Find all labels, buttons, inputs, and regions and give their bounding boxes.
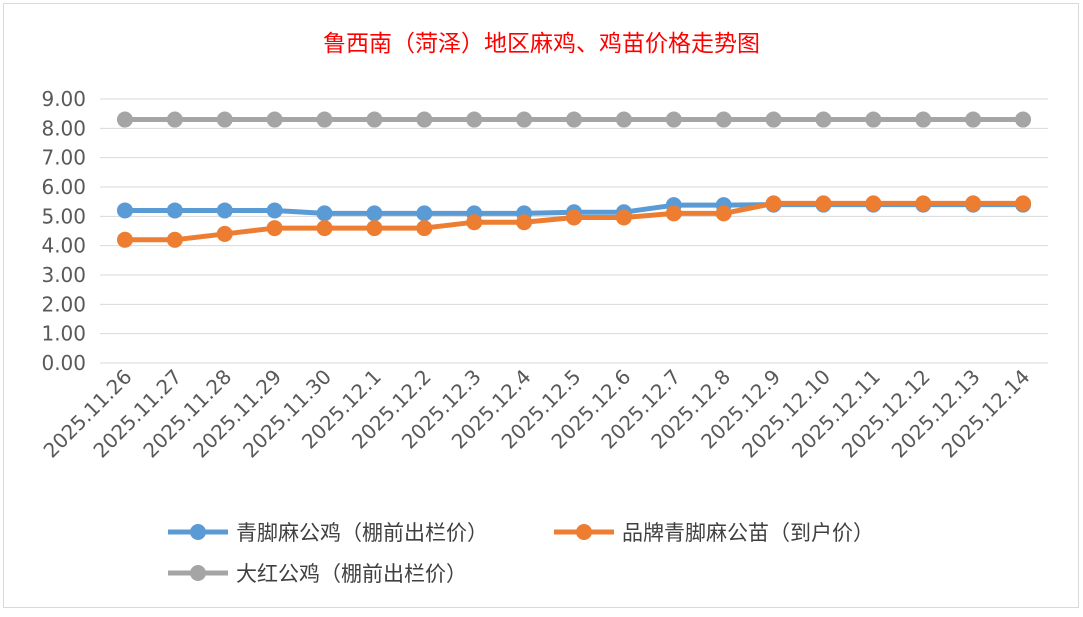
data-point-1 [915,195,932,212]
legend-item-1: 品牌青脚麻公苗（到户价） [552,517,874,547]
data-point-1 [965,195,982,212]
data-point-2 [416,111,433,128]
legend-item-2: 大红公鸡（棚前出栏价） [166,558,467,588]
data-point-1 [865,195,882,212]
data-point-1 [316,220,333,237]
data-point-1 [665,205,682,222]
legend-marker-gray [168,565,228,581]
legend-marker-blue [168,524,228,540]
legend-item-0: 青脚麻公鸡（棚前出栏价） [166,517,488,547]
legend-label: 青脚麻公鸡（棚前出栏价） [236,521,488,545]
data-point-1 [615,209,632,226]
data-point-2 [466,111,483,128]
data-point-1 [266,220,283,237]
data-point-0 [216,202,233,219]
data-point-2 [765,111,782,128]
data-point-1 [416,220,433,237]
data-point-1 [815,195,832,212]
data-point-1 [166,231,183,248]
data-point-2 [566,111,582,128]
data-point-2 [316,111,333,128]
y-tick-label: 1.00 [41,322,86,346]
legend-label: 大红公鸡（棚前出栏价） [236,562,467,586]
y-tick-label: 3.00 [41,263,86,287]
data-point-2 [1015,111,1032,128]
data-point-2 [815,111,832,128]
data-point-2 [665,111,682,128]
data-point-1 [516,214,533,231]
data-point-2 [865,111,882,128]
data-point-1 [1015,195,1032,212]
legend-label: 品牌青脚麻公苗（到户价） [622,521,874,545]
data-point-2 [116,111,133,128]
data-point-1 [366,220,383,237]
data-point-2 [615,111,632,128]
y-tick-label: 6.00 [41,175,86,199]
y-tick-label: 4.00 [41,234,86,258]
data-point-2 [965,111,982,128]
data-point-2 [216,111,233,128]
data-point-1 [466,214,483,231]
data-point-1 [715,205,732,222]
y-tick-label: 9.00 [41,87,86,111]
chart-title: 鲁西南（菏泽）地区麻鸡、鸡苗价格走势图 [323,31,760,57]
data-point-0 [416,205,433,222]
data-point-0 [316,205,333,222]
data-point-0 [116,202,133,219]
data-point-2 [366,111,383,128]
data-point-1 [765,195,782,212]
legend-marker-orange [554,524,614,540]
data-point-0 [266,202,283,219]
data-point-1 [216,225,233,242]
data-point-1 [566,209,582,226]
data-point-0 [166,202,183,219]
data-point-2 [516,111,533,128]
y-tick-label: 5.00 [41,204,86,228]
y-tick-label: 7.00 [41,146,86,170]
data-point-2 [915,111,932,128]
data-point-2 [166,111,183,128]
chart-frame [3,3,1079,608]
data-point-2 [715,111,732,128]
data-point-0 [366,205,383,222]
y-tick-label: 8.00 [41,116,86,140]
y-tick-label: 2.00 [41,292,86,316]
y-tick-label: 0.00 [41,351,86,375]
data-point-1 [116,231,133,248]
data-point-2 [266,111,283,128]
